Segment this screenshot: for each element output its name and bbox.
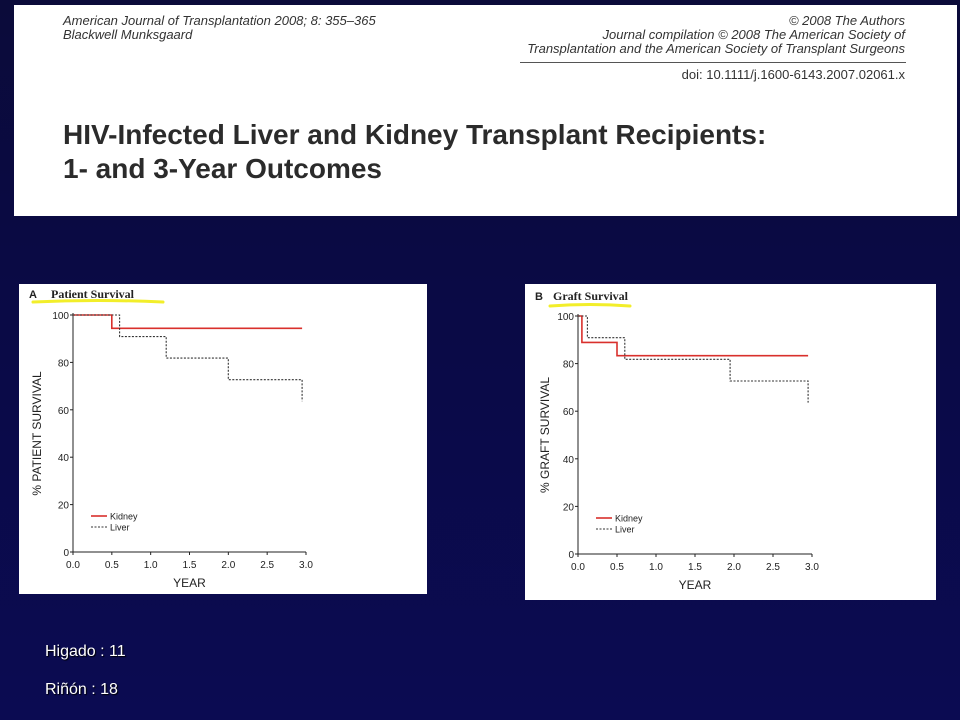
higado-count: Higado : 11 bbox=[45, 643, 126, 660]
x-tick-label: 2.5 bbox=[766, 562, 780, 573]
doi: doi: 10.1111/j.1600-6143.2007.02061.x bbox=[681, 67, 905, 82]
y-tick-label: 40 bbox=[58, 453, 70, 464]
series-line-liver bbox=[73, 314, 303, 402]
x-tick-label: 1.5 bbox=[688, 562, 702, 573]
x-tick-label: 3.0 bbox=[299, 560, 313, 571]
x-tick-label: 1.0 bbox=[649, 562, 663, 573]
journal-line-1: American Journal of Transplantation 2008… bbox=[63, 13, 376, 28]
x-tick-label: 0.0 bbox=[571, 562, 585, 573]
x-tick-label: 0.0 bbox=[66, 560, 80, 571]
x-tick-label: 2.5 bbox=[260, 560, 274, 571]
y-tick-label: 20 bbox=[563, 502, 575, 513]
copyright-line-1: © 2008 The Authors bbox=[788, 13, 905, 28]
copyright-block: © 2008 The Authors Journal compilation ©… bbox=[527, 14, 905, 56]
y-tick-label: 80 bbox=[563, 360, 575, 371]
x-tick-label: 0.5 bbox=[105, 560, 119, 571]
copyright-line-2: Journal compilation © 2008 The American … bbox=[602, 27, 905, 42]
header-divider bbox=[520, 62, 906, 63]
series-line-kidney bbox=[578, 315, 809, 357]
y-axis-label: % PATIENT SURVIVAL bbox=[30, 371, 44, 496]
y-tick-label: 100 bbox=[52, 311, 69, 322]
chart-title: Patient Survival bbox=[51, 287, 135, 301]
series-line-liver bbox=[578, 315, 809, 403]
legend-label-liver: Liver bbox=[110, 523, 130, 533]
legend-label-kidney: Kidney bbox=[110, 512, 138, 522]
panel-letter: A bbox=[29, 289, 37, 301]
x-axis-label: YEAR bbox=[173, 576, 206, 590]
chart-title: Graft Survival bbox=[553, 289, 629, 303]
article-title-line-2: 1- and 3-Year Outcomes bbox=[63, 153, 383, 184]
article-title: HIV-Infected Liver and Kidney Transplant… bbox=[63, 118, 923, 186]
article-title-line-1: HIV-Infected Liver and Kidney Transplant… bbox=[63, 119, 767, 150]
journal-citation: American Journal of Transplantation 2008… bbox=[63, 14, 376, 42]
y-tick-label: 40 bbox=[563, 455, 575, 466]
y-tick-label: 80 bbox=[58, 358, 70, 369]
x-tick-label: 1.0 bbox=[144, 560, 158, 571]
title-highlight-mark bbox=[31, 299, 165, 304]
x-tick-label: 3.0 bbox=[805, 562, 819, 573]
copyright-line-3: Transplantation and the American Society… bbox=[527, 41, 905, 56]
graft-survival-plot: B Graft Survival 0 20 40 60 80 100 0.0 0.5 1.0 1.5 2… bbox=[535, 289, 819, 592]
y-tick-label: 0 bbox=[63, 548, 69, 559]
x-tick-label: 0.5 bbox=[610, 562, 624, 573]
patient-survival-chart: A Patient Survival 0 20 40 60 80 100 0.0 0.5 1.0 1.… bbox=[19, 284, 427, 594]
panel-letter: B bbox=[535, 291, 543, 303]
journal-line-2: Blackwell Munksgaard bbox=[63, 27, 193, 42]
x-tick-label: 2.0 bbox=[221, 560, 235, 571]
rinon-count: Riñón : 18 bbox=[45, 681, 118, 698]
x-tick-label: 2.0 bbox=[727, 562, 741, 573]
y-tick-label: 60 bbox=[58, 406, 70, 417]
patient-survival-plot: A Patient Survival 0 20 40 60 80 100 0.0 0.5 1.0 1.… bbox=[29, 287, 313, 590]
article-header: American Journal of Transplantation 2008… bbox=[14, 5, 957, 216]
legend-label-liver: Liver bbox=[615, 525, 635, 535]
y-axis-label: % GRAFT SURVIVAL bbox=[538, 377, 552, 493]
y-tick-label: 0 bbox=[568, 550, 574, 561]
legend-label-kidney: Kidney bbox=[615, 514, 643, 524]
y-tick-label: 20 bbox=[58, 501, 70, 512]
title-highlight-mark bbox=[548, 303, 632, 308]
graft-survival-chart: B Graft Survival 0 20 40 60 80 100 0.0 0.5 1.0 1.5 2… bbox=[525, 284, 936, 600]
y-tick-label: 60 bbox=[563, 407, 575, 418]
x-axis-label: YEAR bbox=[679, 578, 712, 592]
series-line-kidney bbox=[73, 314, 303, 330]
x-tick-label: 1.5 bbox=[183, 560, 197, 571]
y-tick-label: 100 bbox=[557, 312, 574, 323]
